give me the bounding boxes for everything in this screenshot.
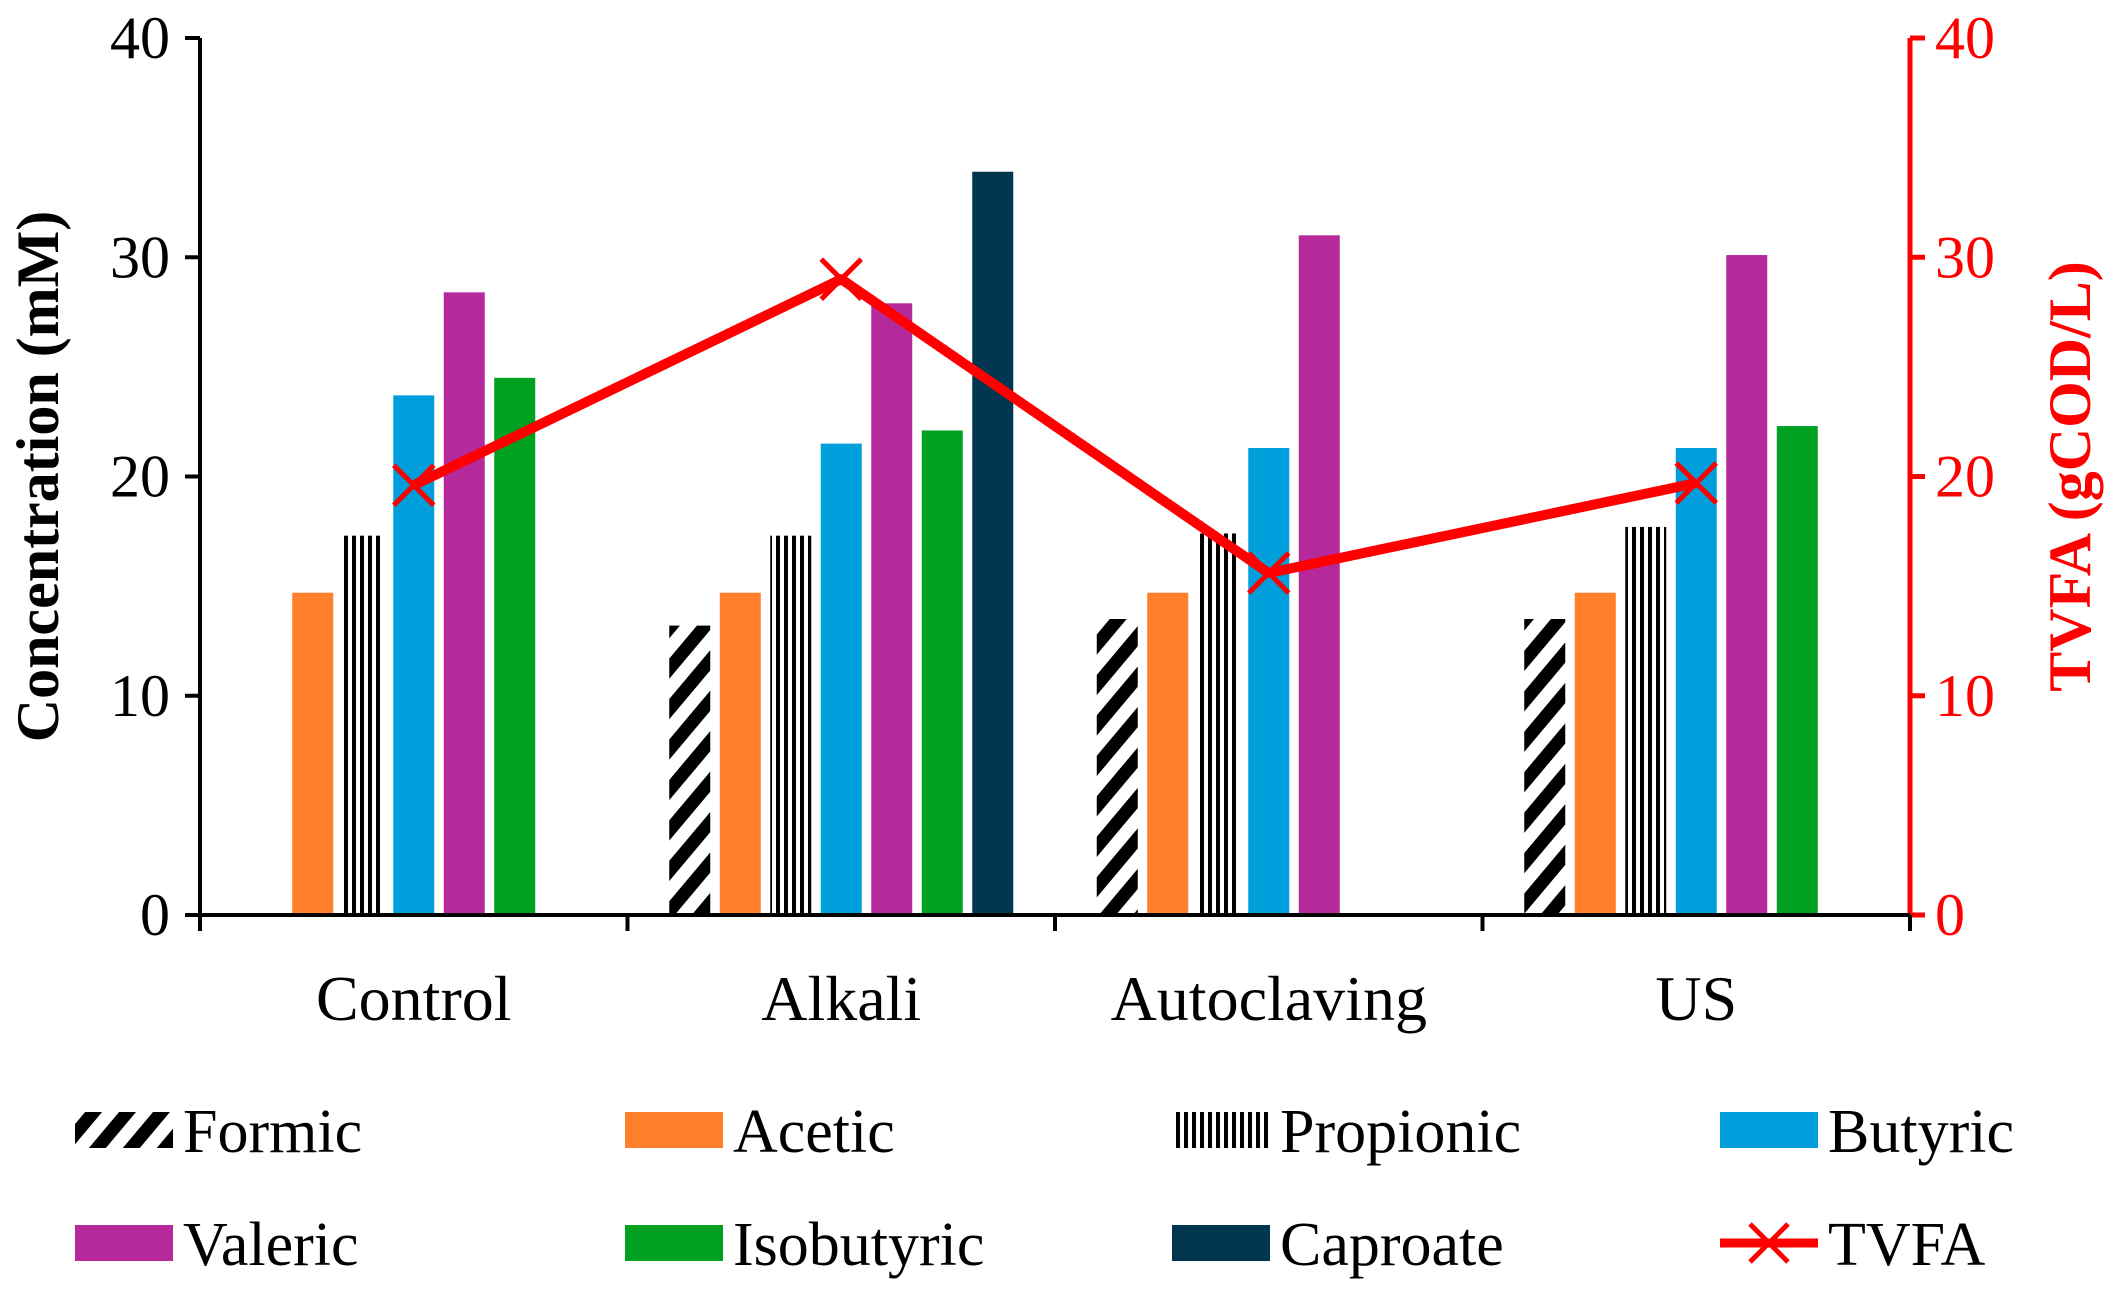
bars-layer: [292, 171, 1818, 916]
bar-valeric-autoclaving: [1298, 235, 1340, 915]
bar-valeric-us: [1726, 255, 1768, 915]
legend-swatch: [625, 1225, 723, 1261]
bar-valeric-control: [443, 292, 485, 916]
left-tick-label: 10: [110, 663, 170, 729]
legend-item-butyric: Butyric: [1720, 1098, 2014, 1166]
legend-label: Propionic: [1280, 1098, 1521, 1166]
left-tick-label: 30: [110, 224, 170, 290]
bar-propionic-us: [1625, 526, 1667, 915]
legend-swatch: [1720, 1222, 1818, 1264]
bar-formic-autoclaving: [1096, 619, 1138, 915]
bar-acetic-alkali: [719, 592, 761, 915]
right-tick-label: 10: [1935, 663, 1995, 729]
legend-label: Acetic: [733, 1098, 895, 1166]
category-label-us: US: [1655, 963, 1737, 1034]
axes-layer: [185, 35, 1925, 931]
left-tick-label: 20: [110, 444, 170, 510]
bar-isobutyric-us: [1776, 426, 1818, 915]
legend-label: Formic: [183, 1098, 362, 1166]
legend-swatch: [1172, 1225, 1270, 1261]
legend-item-isobutyric: Isobutyric: [625, 1211, 984, 1279]
tvfa-line-layer: [391, 257, 1719, 595]
legend-swatch: [1172, 1112, 1270, 1148]
tvfa-marker-control: [391, 463, 436, 508]
tvfa-marker-autoclaving: [1246, 551, 1291, 595]
legend-item-acetic: Acetic: [625, 1098, 895, 1166]
legend-label: Caproate: [1280, 1211, 1504, 1279]
bar-butyric-alkali: [820, 443, 862, 915]
legend-swatch: [75, 1225, 173, 1261]
bar-isobutyric-control: [494, 377, 536, 915]
left-tick-label: 40: [110, 5, 170, 71]
legend: Formic Acetic Propionic Butyric Valeric Isobu…: [75, 1098, 2014, 1279]
bar-caproate-alkali: [972, 171, 1014, 915]
legend-item-propionic: Propionic: [1172, 1098, 1521, 1166]
legend-label: Valeric: [183, 1211, 359, 1279]
right-tick-label: 20: [1935, 444, 1995, 510]
legend-swatch: [625, 1112, 723, 1148]
bar-butyric-autoclaving: [1248, 447, 1290, 915]
bar-acetic-autoclaving: [1147, 592, 1189, 915]
category-label-alkali: Alkali: [761, 963, 921, 1034]
bar-valeric-alkali: [871, 303, 913, 916]
legend-item-caproate: Caproate: [1172, 1211, 1504, 1279]
legend-label: Isobutyric: [733, 1211, 984, 1279]
bar-butyric-us: [1675, 447, 1717, 915]
legend-item-tvfa: TVFA: [1720, 1211, 1986, 1279]
legend-label: TVFA: [1828, 1211, 1986, 1279]
bar-acetic-us: [1574, 592, 1616, 915]
tvfa-marker-us: [1674, 461, 1719, 505]
category-label-autoclaving: Autoclaving: [1111, 963, 1427, 1034]
bar-propionic-control: [342, 535, 384, 915]
bar-formic-alkali: [669, 625, 711, 915]
legend-item-formic: Formic: [75, 1098, 362, 1166]
y-axis-title: Concentration (mM): [5, 211, 71, 743]
legend-swatch: [1720, 1112, 1818, 1148]
right-tick-label: 0: [1935, 882, 1965, 948]
legend-item-valeric: Valeric: [75, 1211, 359, 1279]
bar-formic-us: [1524, 619, 1566, 915]
legend-label: Butyric: [1828, 1098, 2014, 1166]
bar-propionic-autoclaving: [1197, 533, 1239, 915]
right-tick-label: 40: [1935, 5, 1995, 71]
right-tick-label: 30: [1935, 224, 1995, 290]
bar-propionic-alkali: [770, 535, 812, 915]
bar-acetic-control: [292, 592, 334, 915]
category-label-control: Control: [316, 963, 512, 1034]
left-tick-label: 0: [140, 882, 170, 948]
tvfa-marker-alkali: [819, 257, 864, 301]
labels-layer: 0 10 20 30 40 0 10 20 30 40 Control Alkali Autoclavi…: [5, 5, 2103, 1034]
y2-axis-title: TVFA (gCOD/L): [2037, 261, 2103, 692]
legend-swatch: [75, 1112, 173, 1148]
bar-isobutyric-alkali: [921, 430, 963, 915]
tvfa-line: [411, 274, 1698, 578]
